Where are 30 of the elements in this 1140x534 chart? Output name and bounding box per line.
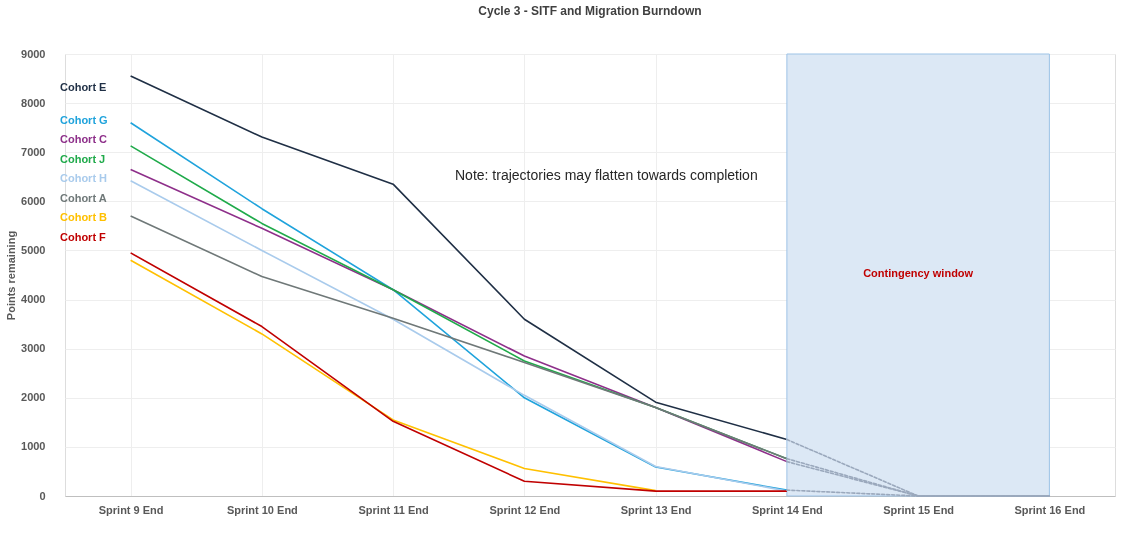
text: Cohort H [60, 172, 108, 184]
x-tick-label: Sprint 12 End [489, 503, 561, 516]
chart-title: Cycle 3 - SITF and Migration Burndown [478, 4, 702, 18]
x-tick-label: Sprint 10 End [226, 503, 298, 516]
x-tick-label: Sprint 13 End [620, 503, 692, 516]
text: Cohort E [60, 81, 107, 93]
x-tick-label: Sprint 14 End [751, 503, 823, 516]
text: Cohort B [60, 211, 108, 223]
y-tick-label: 2000 [21, 391, 46, 404]
y-tick-label: 1000 [21, 440, 46, 453]
y-tick-label: 8000 [21, 96, 46, 109]
x-tick-label: Sprint 15 End [883, 503, 955, 516]
text: Cohort G [60, 113, 108, 126]
text: Cohort C [60, 133, 108, 145]
y-tick-label: 4000 [21, 293, 46, 306]
y-tick-label: 6000 [21, 194, 46, 207]
text: Cohort J [60, 152, 106, 165]
text: Cohort A [60, 191, 107, 204]
band-label: Contingency window [863, 267, 974, 279]
annotation: Note: trajectories may flatten towards completion [455, 167, 758, 183]
text: Cohort F [60, 230, 107, 243]
y-axis-title: Points remaining [5, 230, 18, 321]
x-tick-label: Sprint 9 End [98, 503, 164, 516]
y-tick-label: 9000 [21, 47, 46, 60]
y-tick-label: 0 [39, 489, 46, 502]
x-tick-label: Sprint 11 End [358, 503, 429, 516]
y-tick-label: 3000 [21, 342, 46, 355]
y-tick-label: 7000 [21, 145, 46, 158]
x-tick-label: Sprint 16 End [1014, 503, 1086, 516]
y-tick-label: 5000 [21, 243, 46, 256]
